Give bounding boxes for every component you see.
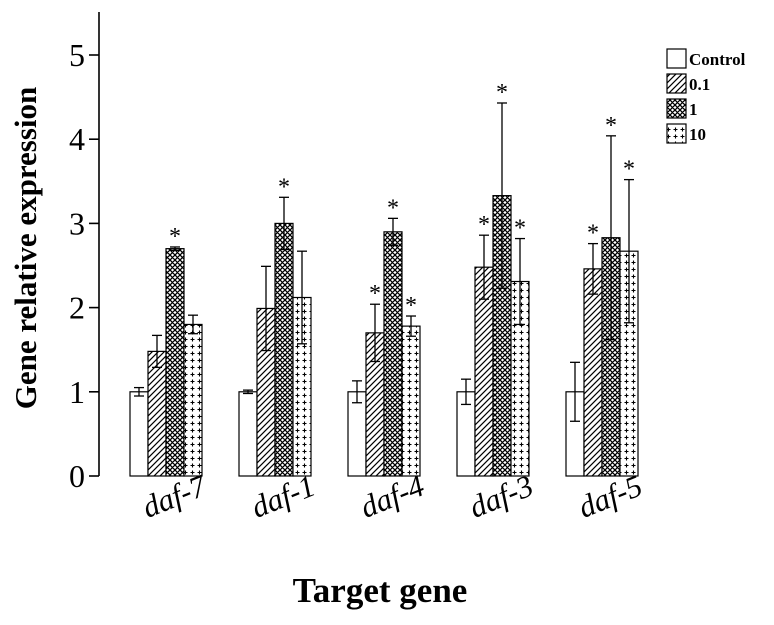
- y-axis-label: Gene relative expression: [8, 87, 43, 410]
- legend-swatch: [666, 98, 687, 119]
- y-tick-label: 1: [69, 374, 85, 410]
- significance-star: *: [387, 195, 399, 221]
- significance-star: *: [623, 157, 635, 183]
- significance-star: *: [587, 221, 599, 247]
- legend-swatch: [666, 123, 687, 144]
- bar: [583, 268, 603, 477]
- bar: [401, 325, 421, 477]
- bar: [238, 391, 258, 477]
- significance-star: *: [514, 216, 526, 242]
- bar: [165, 248, 185, 477]
- significance-star: *: [278, 174, 290, 200]
- legend-label: 1: [689, 100, 698, 119]
- significance-star: *: [169, 224, 181, 250]
- y-tick-label: 3: [69, 205, 85, 241]
- y-tick-label: 4: [69, 121, 85, 157]
- bar: [183, 323, 203, 477]
- significance-star: *: [405, 293, 417, 319]
- legend-swatch: [666, 48, 687, 69]
- bar: [129, 391, 149, 477]
- legend-label: 0.1: [689, 75, 710, 94]
- y-tick-label: 5: [69, 37, 85, 73]
- axes: 0 1 2 3 4 5: [69, 12, 100, 494]
- x-axis-label: Target gene: [293, 571, 468, 610]
- legend-label: 10: [689, 125, 706, 144]
- legend-swatch: [666, 73, 687, 94]
- legend: Control 0.1 1 10: [666, 48, 746, 144]
- y-tick-label: 2: [69, 290, 85, 326]
- significance-star: *: [496, 80, 508, 106]
- significance-star: *: [478, 212, 490, 238]
- legend-label: Control: [689, 50, 746, 69]
- significance-star: *: [369, 281, 381, 307]
- bar: [274, 222, 294, 477]
- bar: [147, 350, 167, 477]
- y-tick-label: 0: [69, 458, 85, 494]
- bar: [383, 231, 403, 477]
- bars: *daf-7*daf-1***daf-4***daf-3***daf-5: [129, 80, 647, 525]
- significance-star: *: [605, 113, 617, 139]
- bar: [347, 391, 367, 477]
